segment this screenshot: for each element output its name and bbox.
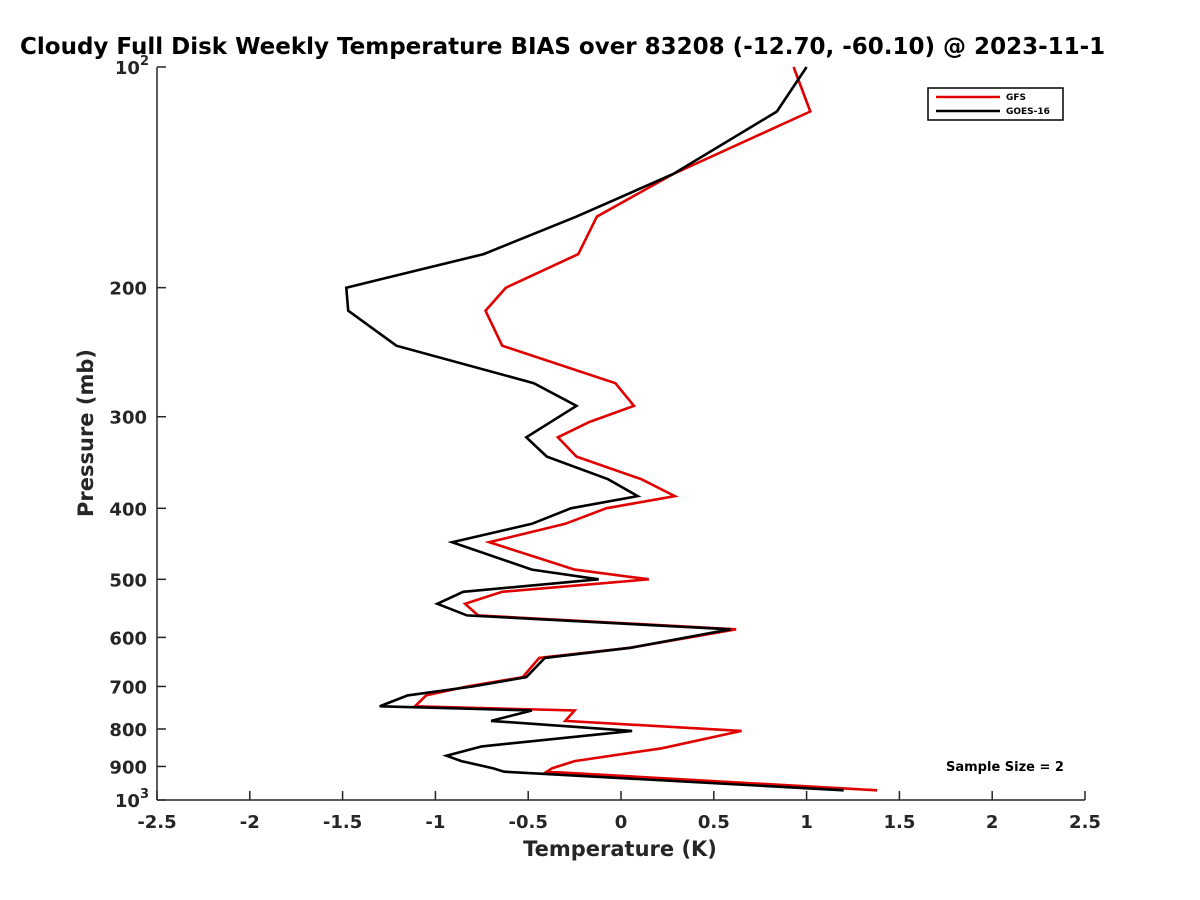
y-tick-label: 103	[115, 787, 149, 812]
y-tick-label: 500	[109, 570, 147, 591]
x-tick-label: -1.5	[323, 812, 362, 833]
x-tick-label: 2	[986, 812, 999, 833]
legend-box	[927, 87, 1064, 121]
y-tick-label: 300	[109, 408, 147, 429]
x-tick-label: 1.5	[883, 812, 915, 833]
y-tick-label: 700	[109, 677, 147, 698]
legend-label-gfs: GFS	[1006, 93, 1026, 103]
x-tick-label: -2	[240, 812, 260, 833]
x-tick-label: -1	[425, 812, 445, 833]
legend-label-goes16: GOES-16	[1006, 107, 1050, 117]
sample-size-annotation: Sample Size = 2	[946, 760, 1064, 775]
y-tick-label: 800	[109, 720, 147, 741]
x-tick-label: -2.5	[137, 812, 176, 833]
axes: -2.5 -2 -1.5 -1 -0.5 0 0.5 1 1.5 2 2.5 102 200 300 400…	[109, 54, 1101, 833]
chart-title: Cloudy Full Disk Weekly Temperature BIAS…	[20, 34, 1105, 60]
legend: GFS GOES-16	[927, 87, 1064, 121]
series-line-goes-16	[344, 66, 844, 792]
y-tick-label: 400	[109, 499, 147, 520]
x-tick-label: 0	[615, 812, 628, 833]
x-tick-label: -0.5	[509, 812, 548, 833]
series-lines	[344, 66, 878, 792]
y-tick-label: 900	[109, 757, 147, 778]
series-line-gfs	[411, 66, 878, 792]
y-axis-label: Pressure (mb)	[74, 349, 98, 517]
y-tick-label: 600	[109, 628, 147, 649]
x-tick-label: 2.5	[1069, 812, 1101, 833]
y-tick-label: 102	[115, 54, 149, 79]
x-tick-label: 1	[800, 812, 813, 833]
y-tick-label: 200	[109, 279, 147, 300]
x-axis-label: Temperature (K)	[523, 837, 717, 861]
x-tick-label: 0.5	[698, 812, 730, 833]
